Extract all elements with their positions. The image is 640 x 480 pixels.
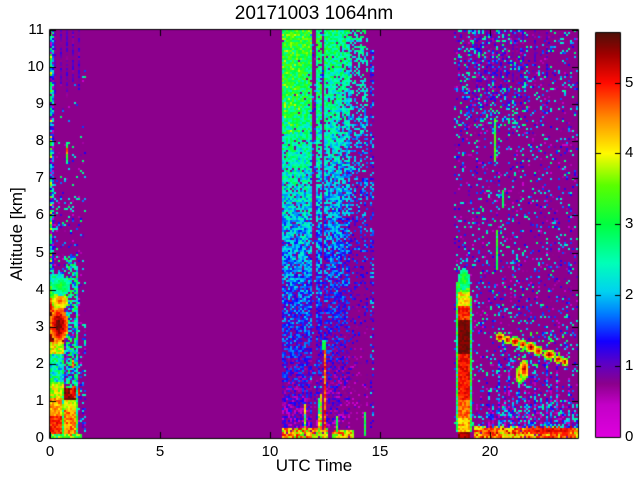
y-tick-label-9: 9 xyxy=(35,95,44,113)
x-tick-label-15: 15 xyxy=(371,443,389,460)
y-tick-label-7: 7 xyxy=(35,169,44,187)
x-tick-label-5: 5 xyxy=(155,443,165,460)
colorbar-tick-label-5: 5 xyxy=(625,73,634,91)
y-tick-label-6: 6 xyxy=(35,206,44,224)
x-tick-label-20: 20 xyxy=(481,443,499,460)
x-tick-label-0: 0 xyxy=(45,443,55,460)
x-tick-label-10: 10 xyxy=(261,443,279,460)
y-tick-label-10: 10 xyxy=(27,58,44,76)
colorbar-tick-label-0: 0 xyxy=(625,428,634,445)
colorbar-tick-label-1: 1 xyxy=(625,357,634,375)
y-tick-label-0: 0 xyxy=(35,429,44,446)
chart-title: 20171003 1064nm xyxy=(234,3,394,24)
y-tick-label-5: 5 xyxy=(35,243,44,261)
y-tick-label-11: 11 xyxy=(28,21,44,38)
colorbar-tick-label-4: 4 xyxy=(625,144,634,162)
y-tick-label-1: 1 xyxy=(35,391,44,409)
colorbar-tick-label-2: 2 xyxy=(625,286,634,304)
y-axis-label: Altitude [km] xyxy=(7,187,26,281)
y-tick-label-2: 2 xyxy=(35,354,44,372)
y-tick-label-3: 3 xyxy=(35,317,44,335)
x-axis-label: UTC Time xyxy=(275,456,353,475)
y-tick-label-8: 8 xyxy=(35,132,44,150)
colorbar-tick-label-3: 3 xyxy=(625,215,634,233)
y-tick-label-4: 4 xyxy=(35,280,44,298)
